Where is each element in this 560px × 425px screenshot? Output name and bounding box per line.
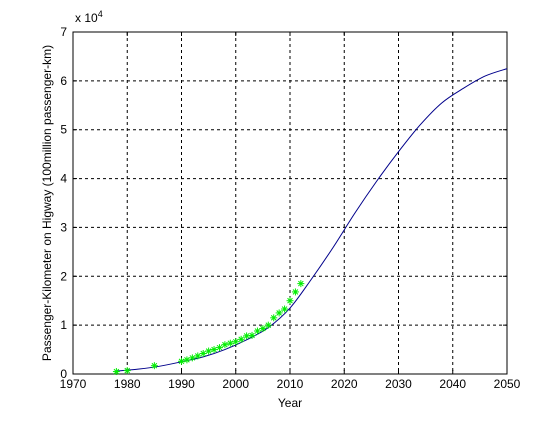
y-tick-label: 5 [60,123,67,137]
data-point-asterisk [221,341,229,349]
exponent-base: x 10 [75,11,98,25]
exponent-power: 4 [98,9,103,19]
asterisk-stroke [243,333,250,339]
axis-ticks: 1970 1980 1990 2000 2010 2020 2030 2040 2050 0 1 2 3… [60,25,521,391]
asterisk-stroke [222,341,228,348]
asterisk-stroke [124,367,131,374]
data-series [112,68,508,376]
asterisk-stroke [194,353,201,359]
asterisk-stroke [151,362,158,369]
x-tick-label: 2000 [222,377,249,391]
asterisk-stroke [216,344,223,351]
asterisk-stroke [232,338,239,345]
data-point-asterisk [281,305,289,313]
asterisk-stroke [260,325,266,332]
x-tick-label: 1990 [168,377,195,391]
data-point-asterisk [248,331,256,339]
x-tick-label: 2030 [385,377,412,391]
data-point-asterisk [291,288,299,296]
data-point-asterisk [264,321,272,329]
data-point-asterisk [199,349,207,357]
asterisk-stroke [265,322,272,328]
data-point-asterisk [253,327,261,335]
asterisk-stroke [200,350,207,357]
asterisk-stroke [287,297,293,304]
y-tick-label: 1 [60,318,67,332]
y-tick-label: 3 [60,220,67,234]
x-tick-label: 2050 [494,377,521,391]
y-tick-label: 4 [60,172,67,186]
y-axis-label: Passenger-Kilometer on Higway (100millio… [40,45,54,361]
data-point-asterisk [150,362,158,370]
data-point-asterisk [237,335,245,343]
data-point-asterisk [215,344,223,352]
x-tick-label: 2010 [277,377,304,391]
y-tick-label: 0 [60,367,67,381]
asterisk-stroke [298,280,304,287]
asterisk-stroke [276,310,282,316]
asterisk-stroke [205,348,212,354]
x-axis-label: Year [278,396,302,410]
y-tick-label: 2 [60,269,67,283]
asterisk-stroke [281,306,288,312]
asterisk-stroke [270,315,277,321]
asterisk-stroke [189,355,196,361]
data-point-asterisk [259,325,267,333]
x-tick-label: 1980 [114,377,141,391]
x-tick-label: 2020 [331,377,358,391]
data-point-asterisk [183,356,191,364]
data-point-asterisk [286,297,294,305]
data-point-asterisk [123,367,131,375]
asterisk-stroke [227,340,234,347]
data-point-asterisk [232,338,240,346]
asterisk-stroke [184,357,190,363]
data-point-asterisk [112,368,120,376]
asterisk-stroke [113,368,120,375]
data-point-asterisk [270,314,278,322]
asterisk-stroke [254,328,261,334]
asterisk-stroke [292,289,299,295]
grid-lines [73,32,507,374]
data-point-asterisk [297,280,305,288]
asterisk-stroke [238,336,244,343]
data-point-asterisk [205,347,213,355]
data-point-asterisk [178,357,185,365]
data-point-asterisk [194,352,202,360]
data-point-asterisk [210,346,218,354]
x-tick-label: 2040 [439,377,466,391]
data-point-asterisk [275,309,283,317]
data-point-asterisk [188,354,196,362]
y-tick-label: 7 [60,25,67,39]
data-point-asterisk [243,332,251,340]
y-axis-exponent: x 104 [75,9,103,25]
asterisk-stroke [211,346,217,353]
y-tick-label: 6 [60,74,67,88]
asterisk-stroke [178,358,185,365]
asterisk-stroke [249,332,255,339]
data-point-asterisk [226,339,234,347]
x-tick-label: 1970 [60,377,87,391]
